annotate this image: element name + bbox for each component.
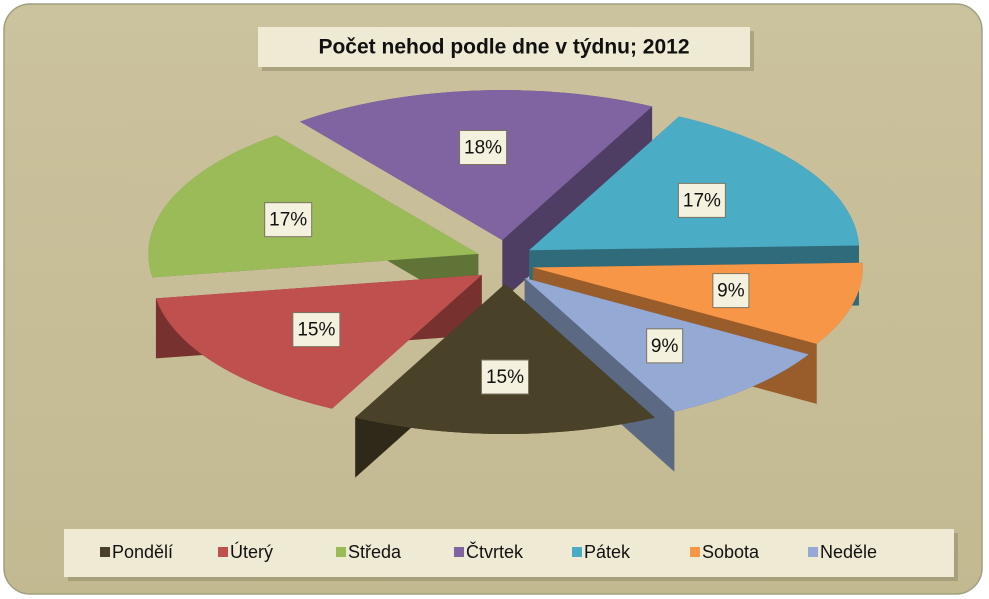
title-box bbox=[258, 27, 750, 67]
legend-swatch bbox=[808, 547, 818, 557]
data-label: 15% bbox=[486, 367, 524, 388]
data-label: 15% bbox=[297, 320, 335, 341]
legend-label: Pátek bbox=[584, 542, 631, 562]
slice bbox=[532, 262, 863, 344]
legend-swatch bbox=[454, 547, 464, 557]
data-label-box bbox=[646, 328, 684, 364]
data-label-box bbox=[677, 182, 726, 218]
legend-swatch bbox=[100, 547, 110, 557]
legend-label: Pondělí bbox=[112, 542, 173, 562]
data-label-box bbox=[481, 359, 529, 395]
legend-swatch bbox=[690, 547, 700, 557]
legend-box bbox=[64, 529, 954, 577]
legend-swatch bbox=[336, 547, 346, 557]
legend-swatch bbox=[218, 547, 228, 557]
data-label: 17% bbox=[269, 210, 307, 231]
chart-title: Počet nehod podle dne v týdnu; 2012 bbox=[318, 36, 689, 59]
legend-swatch bbox=[572, 547, 582, 557]
slice bbox=[300, 90, 653, 241]
legend-label: Neděle bbox=[820, 542, 877, 562]
data-label-box bbox=[712, 273, 750, 309]
legend-label: Sobota bbox=[702, 542, 760, 562]
data-label: 9% bbox=[717, 281, 745, 302]
data-label-box bbox=[264, 202, 313, 238]
legend-label: Středa bbox=[348, 542, 402, 562]
legend-label: Úterý bbox=[230, 541, 273, 562]
legend-label: Čtvrtek bbox=[466, 541, 524, 562]
data-label-box bbox=[459, 130, 508, 166]
data-label: 17% bbox=[683, 190, 721, 211]
data-label-box bbox=[292, 312, 341, 348]
data-label: 9% bbox=[651, 336, 679, 357]
slice bbox=[355, 284, 655, 435]
data-label: 18% bbox=[464, 138, 502, 159]
slice bbox=[148, 135, 479, 278]
